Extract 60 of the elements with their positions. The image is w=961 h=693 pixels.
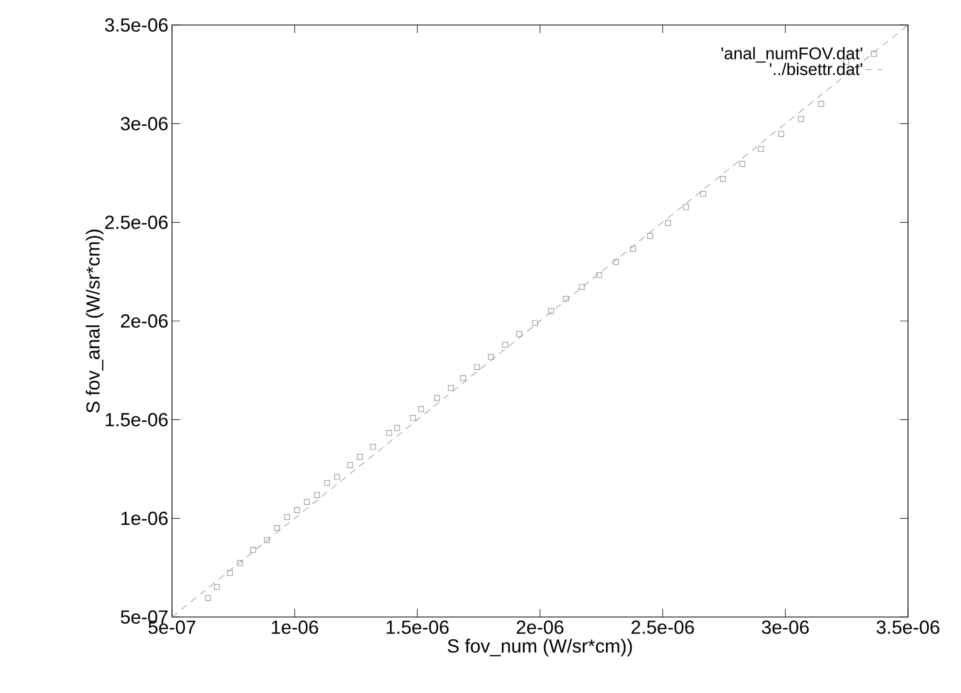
point [448,384,454,391]
point [665,220,671,226]
y-tick-label: 2e-06 [121,314,168,328]
point [304,499,310,505]
point [386,430,392,436]
point [739,161,746,167]
point [410,414,416,421]
point [394,425,400,431]
y-tick-label: 3.5e-06 [105,18,168,32]
y-tick-label: 2.5e-06 [105,216,168,230]
point [357,454,363,460]
point [700,191,706,197]
point [274,525,280,531]
point [347,462,354,468]
point [488,354,494,360]
point [798,116,804,122]
y-tick-label: 1e-06 [122,512,168,526]
point [596,272,602,278]
point [818,101,824,107]
point [334,474,340,480]
x-tick-label: 1e-06 [272,620,318,634]
point [563,296,569,302]
point [370,444,376,450]
point [284,514,290,520]
point [214,584,220,590]
point [227,570,233,576]
point [502,342,508,348]
point [613,259,619,265]
point [294,507,300,513]
point [474,364,480,370]
y-tick-label: 1.5e-06 [106,412,168,426]
legend-label: 'anal_numFOV.dat' [722,46,862,63]
point [237,560,243,566]
point [683,204,689,210]
point [720,176,726,182]
point [460,375,466,381]
point [758,146,764,152]
point [630,246,636,252]
legend-label: '../bisettr.dat' [770,62,862,76]
point [548,308,554,314]
x-axis-title: S fov_num (W/sr*cm)) [448,638,632,656]
point [434,395,440,401]
y-tick-label: 3e-06 [120,116,168,130]
y-axis-title: S fov_anal (W/sr*cm)) [86,230,104,413]
point [264,537,270,543]
point [250,547,256,553]
x-tick-label: 2e-06 [516,620,564,634]
point [314,492,320,498]
x-tick-label: 3e-06 [762,620,809,634]
point [516,331,522,337]
point [324,480,330,486]
point [778,131,784,137]
x-tick-label: 2.5e-06 [632,620,694,634]
point [532,320,538,326]
point [418,406,424,412]
point [647,233,654,239]
point [579,284,585,290]
x-tick-label: 1.5e-06 [386,620,449,634]
point [205,595,211,601]
x-tick-label: 3.5e-06 [876,620,940,634]
